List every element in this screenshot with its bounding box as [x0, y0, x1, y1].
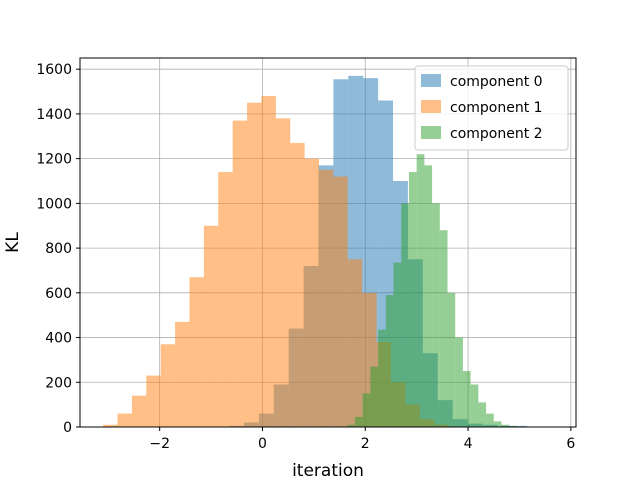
histogram-bar [218, 172, 233, 427]
histogram-bar [333, 176, 348, 427]
legend-swatch [421, 74, 441, 87]
x-tick-label: −2 [149, 436, 170, 452]
y-tick-label: 1000 [36, 196, 72, 212]
histogram-bar [160, 344, 176, 427]
histogram-bar [408, 172, 417, 427]
histogram-bar [378, 329, 386, 427]
legend-label: component 2 [450, 126, 543, 142]
histogram-bar [424, 165, 433, 427]
y-tick-label: 200 [45, 375, 72, 391]
histogram-bar [275, 118, 291, 427]
histogram-bar [432, 203, 440, 427]
histogram-bar [486, 413, 494, 427]
histogram-bar [370, 366, 379, 427]
series-2-bars [347, 154, 517, 427]
histogram-bar [385, 295, 394, 427]
histogram-bar [416, 154, 425, 427]
plot-frame [79, 57, 577, 428]
legend-swatch [421, 126, 441, 139]
histogram-bars [103, 75, 528, 428]
legend-swatch [421, 100, 441, 113]
histogram-bar [319, 169, 334, 427]
y-tick-label: 600 [45, 286, 72, 302]
histogram-bar [146, 375, 161, 427]
legend-label: component 0 [450, 74, 543, 90]
histogram-bar [131, 395, 147, 427]
y-tick-label: 400 [45, 331, 72, 347]
histogram-bar [304, 158, 320, 428]
x-tick-label: 2 [361, 436, 370, 452]
histogram-bar [117, 413, 132, 427]
y-tick-label: 1200 [36, 152, 72, 168]
histogram-bar [103, 424, 118, 427]
legend-box [414, 65, 569, 151]
histogram-bar [447, 292, 456, 427]
histogram-bar [401, 203, 409, 427]
histogram-bar [347, 424, 355, 427]
histogram-bar [247, 102, 262, 428]
histogram-bar [189, 277, 204, 427]
x-tick-label: 0 [258, 436, 267, 452]
histogram-bar [478, 402, 487, 427]
legend-label: component 1 [450, 100, 543, 116]
histogram-bar [393, 262, 402, 427]
histogram-bar [462, 371, 471, 427]
histogram-bar [232, 120, 248, 428]
histogram-bar [347, 259, 363, 427]
histogram-bar [362, 393, 371, 427]
y-tick-label: 800 [45, 241, 72, 257]
legend: component 0 component 1 component 2 [414, 65, 569, 151]
x-tick-label: 4 [464, 436, 473, 452]
x-tick-label: 6 [566, 436, 575, 452]
histogram-bar [175, 321, 190, 427]
histogram-bar [501, 424, 510, 427]
y-tick-label: 0 [63, 420, 72, 436]
histogram-bar [493, 421, 502, 427]
histogram-bar [439, 230, 448, 427]
axis-ticks: −2 0 2 4 6 0 200 400 600 800 1000 1200 1400 1600 [36, 62, 575, 452]
y-tick-label: 1600 [36, 62, 72, 78]
histogram-bar [470, 384, 479, 427]
histogram-bar [290, 142, 305, 427]
histogram-bar [261, 96, 276, 427]
histogram-bar [354, 416, 363, 427]
histogram-bar [203, 225, 219, 427]
histogram-bar [455, 337, 463, 427]
y-tick-label: 1400 [36, 107, 72, 123]
histogram-bar [509, 425, 517, 427]
histogram-bar [512, 425, 528, 427]
y-axis-label: KL [3, 232, 23, 253]
x-axis-label: iteration [292, 461, 364, 480]
